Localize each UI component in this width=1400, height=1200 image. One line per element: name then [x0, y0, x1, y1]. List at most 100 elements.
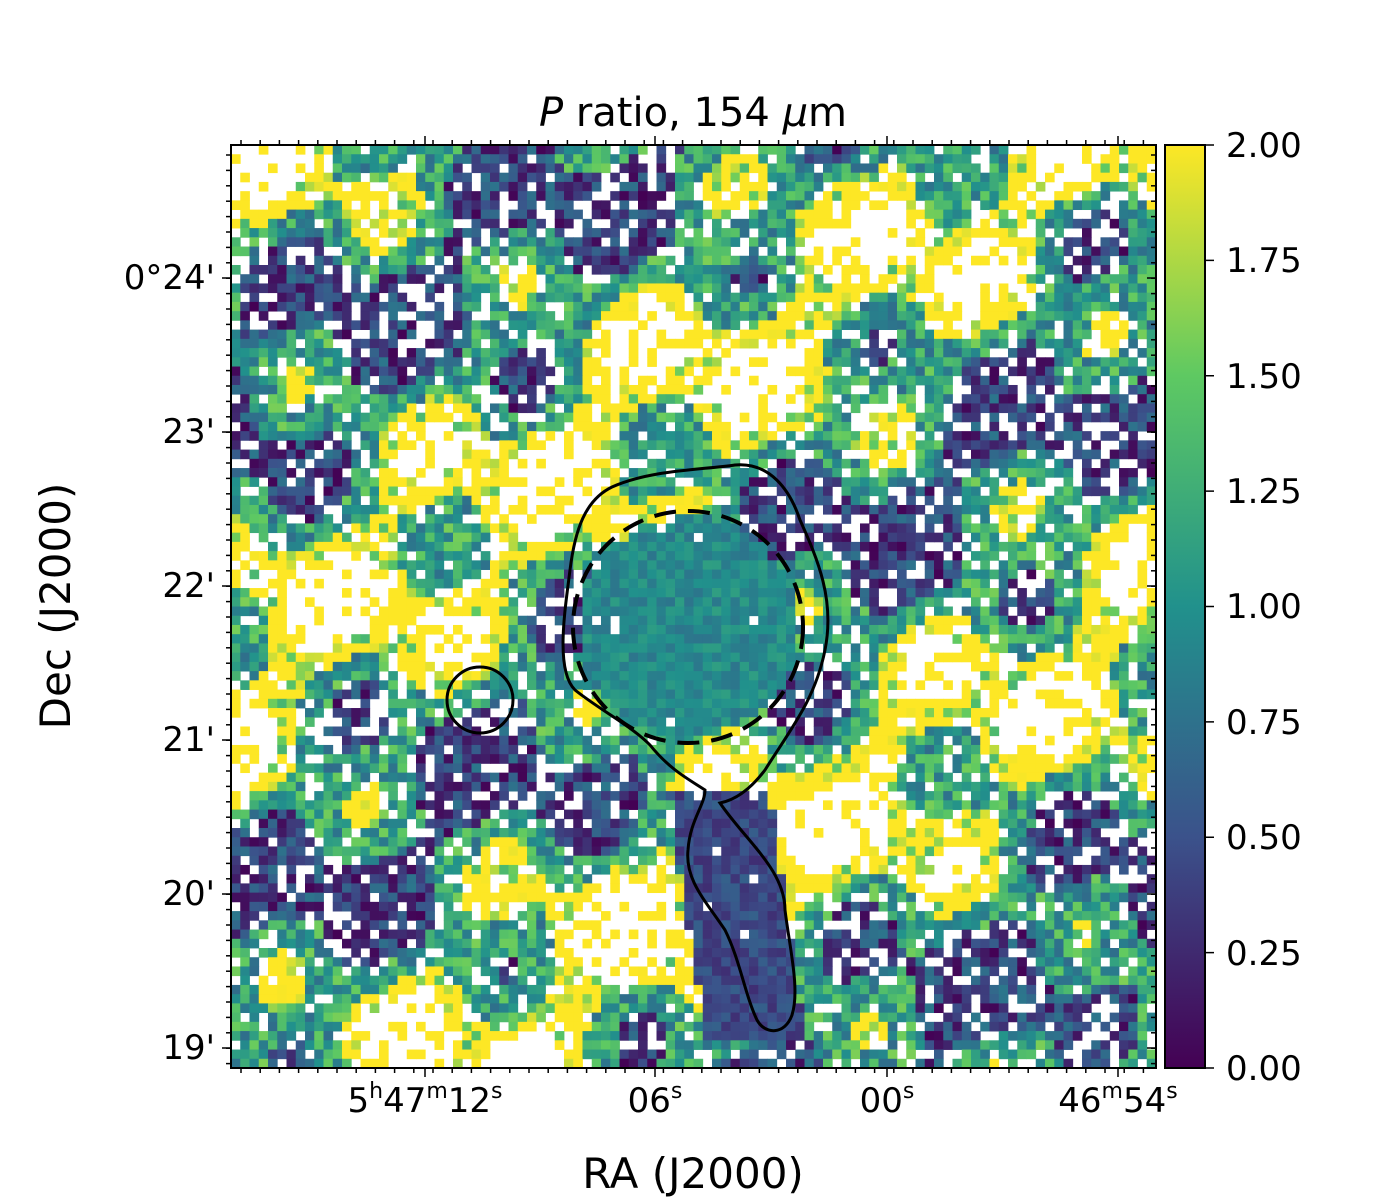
heatmap-cell: [841, 311, 852, 321]
heatmap-cell: [1109, 338, 1120, 349]
heatmap-cell: [1035, 458, 1046, 469]
heatmap-cell: [397, 615, 408, 626]
heatmap-cell: [601, 228, 611, 238]
heatmap-cell: [989, 532, 1000, 543]
heatmap-cell: [480, 588, 491, 598]
heatmap-cell: [665, 255, 676, 266]
heatmap-cell: [628, 228, 639, 238]
heatmap-cell: [231, 348, 241, 358]
heatmap-cell: [1128, 486, 1138, 497]
heatmap-cell: [915, 329, 926, 340]
heatmap-cell: [573, 338, 583, 349]
heatmap-cell: [369, 495, 380, 506]
heatmap-cell: [462, 154, 472, 164]
heatmap-cell: [388, 514, 398, 524]
heatmap-cell: [813, 717, 824, 727]
heatmap-cell: [628, 172, 639, 183]
heatmap-cell: [1100, 338, 1111, 349]
heatmap-cell: [1119, 532, 1129, 543]
heatmap-cell: [813, 486, 824, 497]
heatmap-cell: [610, 569, 620, 580]
heatmap-cell: [749, 588, 759, 598]
heatmap-cell: [998, 440, 1009, 450]
heatmap-cell: [351, 366, 361, 377]
heatmap-cell: [351, 495, 361, 506]
heatmap-cell: [1100, 172, 1111, 183]
heatmap-cell: [1017, 163, 1027, 174]
heatmap-cell: [453, 606, 463, 617]
heatmap-cell: [638, 560, 648, 570]
heatmap-cell: [295, 634, 306, 644]
heatmap-cell: [878, 384, 889, 395]
heatmap-cell: [628, 421, 639, 432]
heatmap-cell: [582, 514, 593, 524]
heatmap-cell: [684, 551, 694, 561]
heatmap-cell: [240, 218, 250, 229]
heatmap-cell: [536, 504, 546, 515]
heatmap-cell: [619, 449, 630, 460]
heatmap-cell: [425, 744, 435, 755]
heatmap-cell: [804, 708, 815, 718]
heatmap-cell: [582, 643, 593, 654]
heatmap-cell: [388, 671, 398, 681]
heatmap-cell: [998, 338, 1009, 349]
heatmap-cell: [545, 652, 556, 663]
heatmap-cell: [601, 671, 611, 681]
heatmap-cell: [351, 283, 361, 294]
heatmap-cell: [591, 532, 602, 543]
heatmap-cell: [295, 384, 306, 395]
heatmap-cell: [351, 403, 361, 414]
heatmap-cell: [758, 726, 768, 737]
heatmap-cell: [490, 661, 500, 672]
heatmap-cell: [1119, 624, 1129, 635]
heatmap-cell: [989, 191, 1000, 201]
heatmap-cell: [508, 348, 519, 358]
heatmap-cell: [1008, 680, 1018, 690]
heatmap-cell: [980, 532, 990, 543]
heatmap-cell: [240, 394, 250, 404]
heatmap-cell: [425, 661, 435, 672]
heatmap-cell: [268, 551, 278, 561]
heatmap-cell: [638, 255, 648, 266]
heatmap-cell: [508, 551, 519, 561]
heatmap-cell: [906, 145, 916, 155]
heatmap-cell: [813, 523, 824, 534]
heatmap-cell: [749, 624, 759, 635]
heatmap-cell: [943, 431, 953, 441]
heatmap-cell: [943, 191, 953, 201]
heatmap-cell: [508, 744, 519, 755]
heatmap-cell: [610, 541, 620, 552]
heatmap-cell: [527, 311, 537, 321]
heatmap-cell: [564, 643, 574, 654]
heatmap-cell: [416, 412, 426, 423]
heatmap-cell: [758, 615, 768, 626]
heatmap-cell: [610, 209, 620, 220]
heatmap-cell: [758, 606, 768, 617]
heatmap-cell: [527, 366, 537, 377]
heatmap-cell: [823, 338, 833, 349]
heatmap-cell: [684, 274, 694, 284]
heatmap-cell: [961, 514, 972, 524]
heatmap-cell: [610, 652, 620, 663]
heatmap-cell: [869, 680, 879, 690]
heatmap-cell: [397, 735, 408, 746]
heatmap-cell: [675, 708, 685, 718]
heatmap-cell: [406, 329, 417, 340]
heatmap-cell: [388, 274, 398, 284]
heatmap-cell: [813, 495, 824, 506]
heatmap-cell: [924, 440, 935, 450]
heatmap-cell: [416, 209, 426, 220]
heatmap-cell: [989, 615, 1000, 626]
heatmap-cell: [739, 588, 750, 598]
heatmap-cell: [480, 680, 491, 690]
heatmap-cell: [712, 246, 722, 257]
heatmap-cell: [721, 384, 731, 395]
heatmap-cell: [1091, 468, 1101, 478]
heatmap-cell: [369, 292, 380, 303]
heatmap-cell: [443, 191, 454, 201]
heatmap-cell: [471, 348, 482, 358]
heatmap-cell: [453, 255, 463, 266]
heatmap-cell: [971, 588, 981, 598]
heatmap-cell: [619, 145, 630, 155]
heatmap-cell: [1100, 689, 1111, 700]
